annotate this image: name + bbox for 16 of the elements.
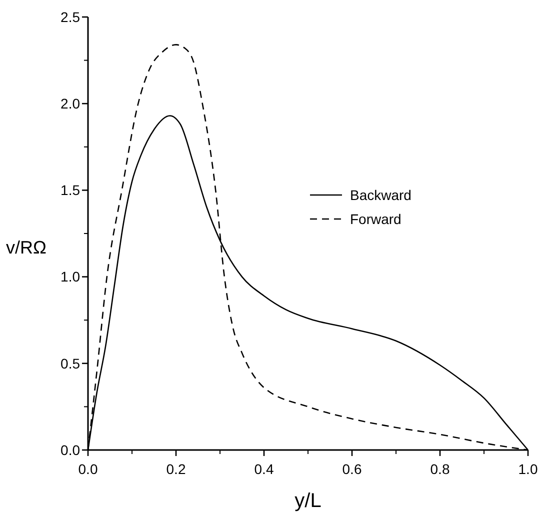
x-tick-label: 0.6 xyxy=(342,461,362,477)
y-tick-label: 0.0 xyxy=(60,442,80,458)
legend-label: Forward xyxy=(350,210,402,227)
y-axis-title: v/RΩ xyxy=(6,238,46,258)
x-tick-label: 0.4 xyxy=(254,461,274,477)
legend-label: Backward xyxy=(350,186,412,203)
x-axis-title: y/L xyxy=(294,490,322,512)
x-tick-label: 0.8 xyxy=(430,461,450,477)
y-tick-label: 2.0 xyxy=(60,96,80,112)
x-tick-label: 0.2 xyxy=(166,461,186,477)
y-tick-label: 1.0 xyxy=(60,268,80,285)
x-tick-label: 0.0 xyxy=(78,461,98,477)
x-tick-label: 1.0 xyxy=(518,461,538,477)
y-tick-label: 2.5 xyxy=(60,8,80,25)
y-tick-label: 1.5 xyxy=(60,182,80,198)
y-tick-label: 0.5 xyxy=(60,355,80,372)
